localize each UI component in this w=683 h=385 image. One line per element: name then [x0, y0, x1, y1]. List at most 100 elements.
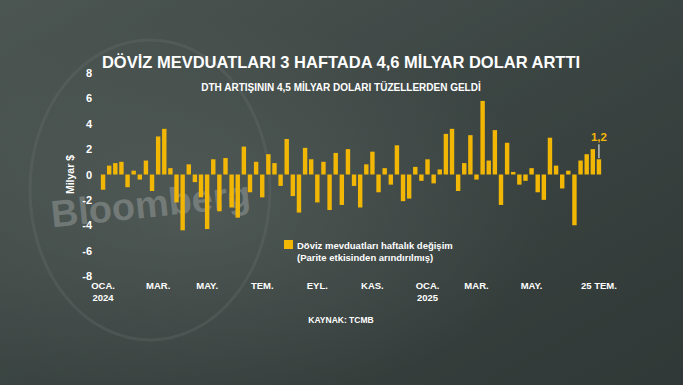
bar — [572, 175, 576, 226]
bar — [321, 162, 325, 175]
bar — [138, 175, 142, 180]
bar — [266, 154, 270, 174]
bar — [333, 153, 337, 175]
x-tick-label: MAY. — [521, 280, 543, 291]
bar — [511, 172, 515, 175]
bar — [254, 162, 258, 175]
bar — [554, 166, 558, 175]
y-tick-label: 8 — [86, 67, 92, 79]
bar — [364, 164, 368, 174]
bar — [462, 163, 466, 174]
bar — [291, 175, 295, 197]
y-tick-label: -6 — [82, 245, 92, 257]
bar — [113, 163, 117, 174]
bar — [217, 175, 221, 212]
bar — [272, 163, 276, 174]
bar — [425, 159, 429, 174]
y-tick-label: 4 — [86, 118, 93, 130]
bar — [529, 168, 533, 174]
bar — [315, 175, 319, 203]
bar — [223, 158, 227, 174]
bar — [444, 134, 448, 175]
y-tick-label: 6 — [86, 92, 92, 104]
bar — [468, 135, 472, 174]
bar — [144, 161, 148, 175]
bar — [376, 175, 380, 193]
bar — [450, 129, 454, 175]
title: DÖVİZ MEVDUATLARI 3 HAFTADA 4,6 MİLYAR D… — [102, 53, 580, 71]
bar — [119, 162, 123, 175]
bar — [456, 175, 460, 191]
bar — [211, 159, 215, 174]
bar — [401, 175, 405, 202]
bar — [327, 175, 331, 211]
bar — [156, 136, 160, 174]
data-label: 1,2 — [591, 131, 607, 143]
bar — [370, 152, 374, 175]
bar — [431, 175, 435, 184]
source: KAYNAK: TCMB — [308, 315, 373, 325]
bar — [309, 159, 313, 174]
bar — [358, 175, 362, 208]
bar — [407, 175, 411, 199]
bar — [517, 175, 521, 185]
bar — [395, 145, 399, 174]
bar — [499, 175, 503, 205]
bar — [493, 130, 497, 174]
label-leader — [598, 144, 599, 158]
bar — [487, 161, 491, 175]
background-glow — [0, 0, 683, 385]
y-tick — [96, 98, 99, 99]
background — [0, 0, 683, 385]
subtitle: DTH ARTIŞININ 4,5 MİLYAR DOLARI TÜZELLER… — [201, 81, 481, 93]
bar — [566, 171, 570, 175]
y-tick-label: 0 — [86, 169, 92, 181]
bar — [260, 175, 264, 198]
y-axis-label: Milyar $ — [64, 155, 76, 194]
bar — [584, 154, 588, 174]
bar — [162, 129, 166, 175]
x-tick-label: MAR. — [464, 280, 488, 291]
x-tick-label: EYL. — [307, 280, 328, 291]
bar — [474, 175, 478, 180]
bar — [229, 175, 233, 208]
bar — [523, 175, 527, 181]
bar — [131, 171, 135, 175]
bar — [297, 175, 301, 213]
bar — [560, 175, 564, 189]
x-tick-label: 25 TEM. — [581, 280, 617, 291]
y-tick-label: -4 — [82, 219, 93, 231]
bar — [542, 175, 546, 200]
bar — [168, 168, 172, 174]
bar — [174, 175, 178, 203]
bar — [303, 148, 307, 175]
bar — [248, 175, 252, 193]
bar — [101, 175, 105, 190]
bar — [480, 101, 484, 175]
y-tick — [96, 149, 99, 150]
x-tick-label: KAS. — [361, 280, 384, 291]
bar — [597, 159, 601, 174]
bar — [150, 175, 154, 191]
bar — [236, 175, 240, 218]
bar — [591, 149, 595, 174]
bar — [505, 143, 509, 175]
bar — [419, 175, 423, 181]
bar — [352, 175, 356, 186]
legend-swatch — [284, 240, 293, 249]
bar — [278, 175, 282, 186]
bar — [180, 175, 184, 231]
y-tick-label: 2 — [86, 143, 92, 155]
y-tick — [96, 174, 99, 175]
bar — [346, 149, 350, 174]
x-tick-label: OCA.2024 — [91, 280, 115, 303]
x-tick-label: MAR. — [146, 280, 170, 291]
bar — [340, 175, 344, 205]
bar — [382, 168, 386, 174]
bar — [578, 161, 582, 175]
bar — [125, 175, 129, 188]
bar — [413, 167, 417, 175]
y-tick — [96, 199, 99, 200]
bar — [242, 147, 246, 175]
watermark: Bloomberg — [49, 173, 253, 236]
